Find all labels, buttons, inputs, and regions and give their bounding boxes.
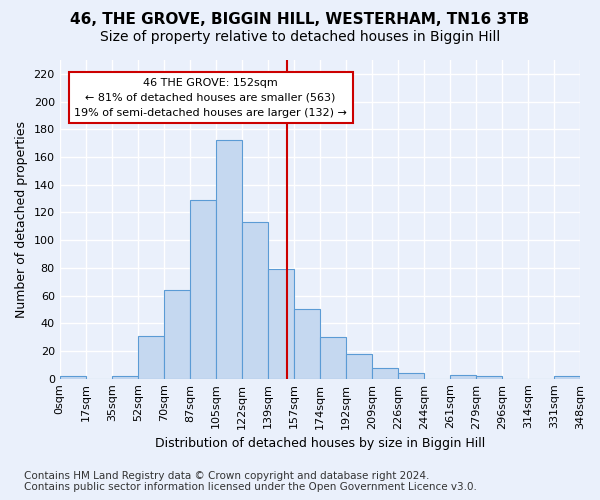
- Text: 46 THE GROVE: 152sqm
← 81% of detached houses are smaller (563)
19% of semi-deta: 46 THE GROVE: 152sqm ← 81% of detached h…: [74, 78, 347, 118]
- Text: 46, THE GROVE, BIGGIN HILL, WESTERHAM, TN16 3TB: 46, THE GROVE, BIGGIN HILL, WESTERHAM, T…: [70, 12, 530, 28]
- Bar: [164, 290, 190, 378]
- Bar: [190, 200, 216, 378]
- Text: Size of property relative to detached houses in Biggin Hill: Size of property relative to detached ho…: [100, 30, 500, 44]
- Bar: [398, 373, 424, 378]
- Bar: [372, 368, 398, 378]
- Bar: [216, 140, 242, 378]
- Bar: [450, 374, 476, 378]
- Bar: [346, 354, 372, 378]
- Bar: [294, 310, 320, 378]
- Bar: [476, 376, 502, 378]
- Bar: [138, 336, 164, 378]
- Bar: [320, 337, 346, 378]
- X-axis label: Distribution of detached houses by size in Biggin Hill: Distribution of detached houses by size …: [155, 437, 485, 450]
- Bar: [268, 269, 294, 378]
- Bar: [112, 376, 138, 378]
- Bar: [242, 222, 268, 378]
- Bar: [554, 376, 580, 378]
- Bar: [59, 376, 86, 378]
- Text: Contains HM Land Registry data © Crown copyright and database right 2024.
Contai: Contains HM Land Registry data © Crown c…: [24, 471, 477, 492]
- Y-axis label: Number of detached properties: Number of detached properties: [15, 121, 28, 318]
